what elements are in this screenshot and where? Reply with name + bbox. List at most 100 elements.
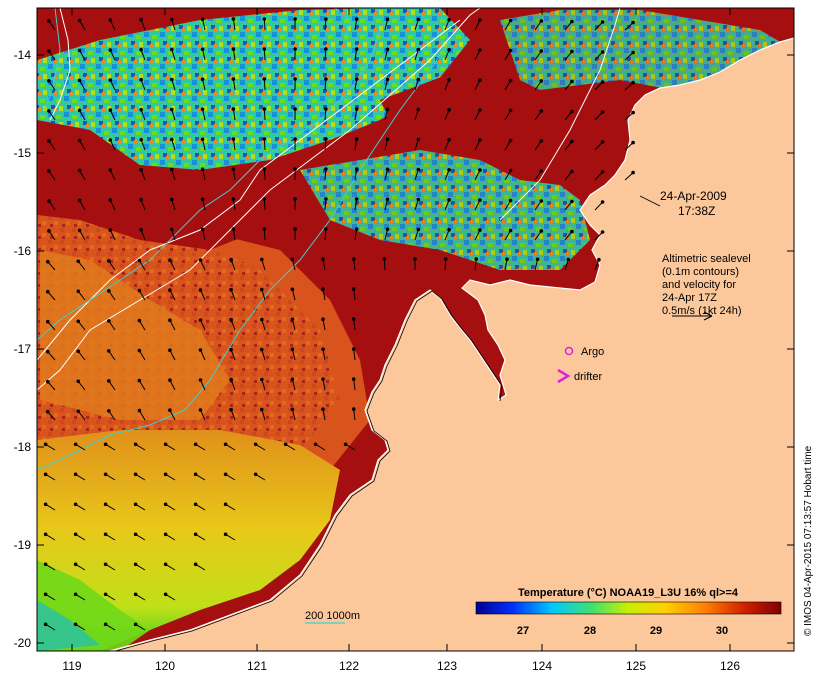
velocity-arrow	[324, 78, 327, 91]
velocity-arrowhead	[631, 140, 635, 145]
velocity-arrow	[140, 19, 146, 31]
velocity-arrowhead	[73, 472, 78, 477]
velocity-arrow	[534, 110, 542, 121]
velocity-arrow	[45, 563, 56, 571]
velocity-arrow	[624, 172, 634, 181]
velocity-arrow	[202, 229, 206, 241]
velocity-arrow	[285, 443, 296, 451]
velocity-arrowhead	[133, 532, 138, 537]
velocity-arrowhead	[76, 319, 81, 324]
velocity-arrowhead	[77, 108, 82, 113]
velocity-arrowhead	[43, 502, 48, 507]
velocity-arrow	[534, 80, 542, 91]
velocity-arrow	[45, 533, 56, 541]
velocity-arrowhead	[229, 347, 233, 352]
velocity-arrowhead	[447, 228, 451, 232]
velocity-arrow	[354, 19, 358, 31]
velocity-arrowhead	[293, 227, 297, 231]
velocity-arrow	[77, 320, 86, 331]
velocity-arrowhead	[231, 47, 236, 51]
y-tick-label: -19	[14, 538, 32, 552]
velocity-arrowhead	[193, 472, 198, 477]
velocity-arrowhead	[351, 407, 356, 411]
isobath-label: 200 1000m	[305, 610, 360, 622]
velocity-arrowhead	[539, 109, 544, 113]
velocity-arrow	[109, 109, 116, 121]
velocity-arrowhead	[47, 19, 51, 23]
velocity-arrowhead	[77, 78, 82, 83]
velocity-arrowhead	[262, 197, 267, 201]
velocity-arrowhead	[46, 319, 50, 324]
altimetry-legend: Altimetric sealevel (0.1m contours) and …	[662, 253, 751, 321]
velocity-arrow	[202, 49, 206, 61]
velocity-arrow	[45, 443, 56, 451]
velocity-arrow	[534, 230, 542, 241]
velocity-arrowhead	[139, 17, 143, 22]
argo-label: Argo	[581, 346, 604, 358]
velocity-arrow	[195, 503, 206, 511]
velocity-arrowhead	[46, 259, 50, 264]
velocity-arrowhead	[139, 227, 143, 232]
velocity-arrow	[48, 110, 56, 121]
velocity-arrowhead	[168, 258, 172, 263]
velocity-arrowhead	[293, 107, 297, 111]
velocity-arrow	[200, 319, 206, 331]
velocity-arrowhead	[447, 48, 451, 52]
velocity-arrowhead	[77, 18, 82, 23]
platform-legend: Argo drifter	[557, 346, 604, 384]
velocity-arrowhead	[321, 317, 325, 322]
velocity-arrowhead	[163, 592, 168, 597]
velocity-arrowhead	[508, 168, 513, 173]
velocity-arrow	[105, 443, 116, 451]
velocity-arrow	[48, 200, 56, 211]
velocity-arrowhead	[505, 257, 509, 262]
velocity-arrow	[135, 563, 146, 571]
velocity-arrowhead	[354, 137, 359, 141]
velocity-arrowhead	[447, 18, 451, 22]
velocity-arrowhead	[508, 78, 513, 83]
velocity-arrow	[108, 260, 116, 271]
velocity-arrow	[263, 78, 266, 91]
velocity-arrow	[109, 139, 116, 151]
velocity-arrowhead	[43, 592, 48, 597]
velocity-arrowhead	[385, 227, 390, 232]
velocity-arrow	[504, 230, 512, 241]
velocity-arrow	[291, 259, 296, 271]
velocity-arrow	[232, 49, 236, 61]
velocity-arrow	[291, 289, 296, 301]
y-tick-label: -16	[14, 244, 32, 258]
x-tick-label: 121	[247, 659, 267, 673]
velocity-arrowhead	[508, 138, 513, 143]
velocity-arrow	[353, 379, 356, 391]
velocity-arrow	[79, 140, 86, 151]
velocity-arrowhead	[385, 47, 390, 52]
velocity-arrow	[324, 228, 327, 241]
velocity-arrowhead	[163, 472, 168, 477]
velocity-arrow	[171, 79, 176, 91]
velocity-arrow	[75, 533, 86, 541]
velocity-arrow	[232, 19, 236, 31]
velocity-arrows	[43, 17, 635, 631]
velocity-arrowhead	[447, 108, 451, 112]
velocity-arrowhead	[385, 197, 390, 202]
velocity-arrowhead	[354, 167, 359, 171]
velocity-arrow	[322, 409, 326, 421]
velocity-arrowhead	[163, 562, 168, 567]
velocity-arrowhead	[600, 140, 605, 144]
velocity-arrow	[202, 109, 206, 121]
velocity-arrow	[324, 108, 327, 121]
velocity-arrow	[384, 169, 388, 181]
velocity-arrow	[414, 169, 419, 181]
velocity-arrow	[195, 533, 206, 541]
velocity-arrow	[504, 80, 512, 91]
y-tick-label: -20	[14, 636, 32, 650]
velocity-arrow	[79, 200, 86, 211]
velocity-arrow	[108, 320, 116, 331]
velocity-arrow	[108, 380, 116, 391]
velocity-arrow	[384, 139, 388, 151]
velocity-arrowhead	[351, 287, 356, 291]
velocity-arrow	[353, 349, 356, 361]
velocity-arrow	[109, 169, 116, 181]
velocity-arrow	[504, 259, 508, 271]
velocity-arrowhead	[163, 502, 168, 507]
